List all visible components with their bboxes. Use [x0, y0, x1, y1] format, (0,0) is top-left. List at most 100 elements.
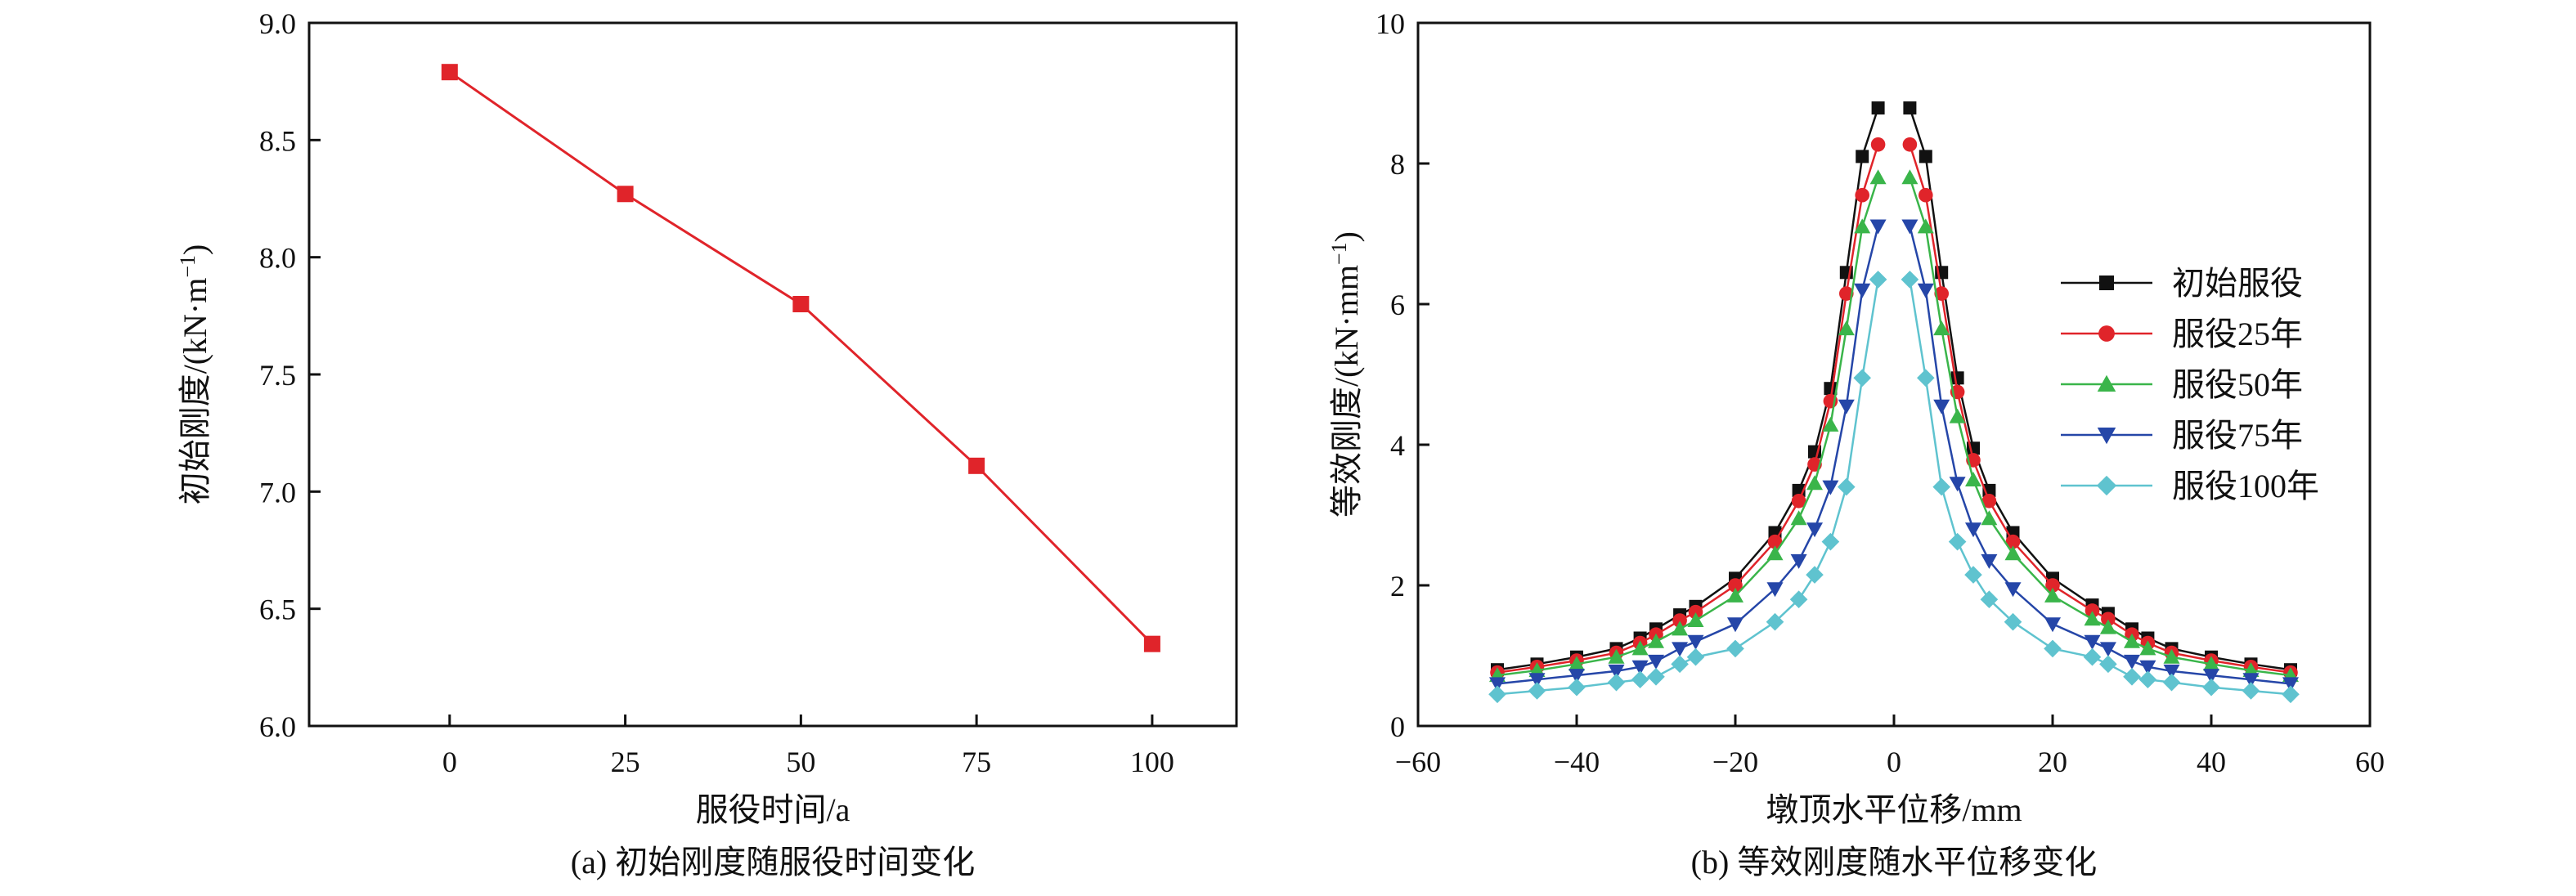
- data-point: [1631, 670, 1649, 689]
- data-point: [1839, 286, 1854, 301]
- data-point: [1789, 590, 1808, 608]
- data-point: [1870, 137, 1886, 152]
- data-point: [2203, 669, 2219, 684]
- plot-frame-a: [307, 21, 1238, 728]
- data-point: [2138, 670, 2157, 689]
- data-point: [1854, 218, 1871, 234]
- y-axis-label-b-main: 等效刚度/(kN·mm: [1328, 265, 1365, 517]
- data-point: [1672, 620, 1689, 636]
- data-point: [2083, 647, 2102, 666]
- data-point: [2099, 655, 2117, 674]
- x-tick-label: −40: [1554, 746, 1600, 778]
- y-tick-label: 9.0: [259, 7, 296, 40]
- series-line-right: [1909, 279, 2291, 696]
- data-point: [1727, 617, 1744, 633]
- data-point: [1687, 634, 1704, 650]
- data-point: [1672, 642, 1689, 657]
- y-tick-label: 6.0: [259, 710, 296, 743]
- data-point: [2044, 587, 2061, 603]
- data-point: [1838, 477, 1856, 496]
- series-line-right: [1909, 144, 2291, 674]
- data-point: [1981, 510, 1998, 526]
- data-point: [1608, 648, 1625, 664]
- series-line-right: [1909, 226, 2291, 685]
- data-point-a: [617, 186, 634, 203]
- data-point: [1949, 477, 1966, 492]
- data-point: [1933, 399, 1950, 414]
- data-point: [2123, 668, 2141, 686]
- data-point: [1981, 553, 1998, 569]
- data-point: [1489, 677, 1506, 692]
- data-point: [2005, 534, 2021, 549]
- data-point: [1528, 682, 1546, 700]
- data-point: [2242, 673, 2260, 688]
- data-point: [2163, 664, 2180, 679]
- x-tick-label: −20: [1712, 746, 1758, 778]
- data-point: [1568, 669, 1585, 684]
- data-point: [1854, 283, 1871, 298]
- data-point: [2282, 677, 2299, 692]
- legend-marker: [2097, 428, 2116, 445]
- y-axis-label-a-sup: −1: [176, 255, 200, 278]
- data-point: [1901, 169, 1919, 185]
- x-tick-label: 0: [1887, 746, 1901, 778]
- legend-label: 服役100年: [2172, 468, 2319, 504]
- chart-panel-a: 0 25 50 75 100 6.0 6.5 7.0 7.5 8.0 8.5 9.0 服役时间/a 初…: [176, 7, 1238, 880]
- legend-label: 服役50年: [2172, 366, 2303, 403]
- series-b: [1488, 101, 2300, 704]
- data-point: [1568, 678, 1586, 697]
- series-a: [441, 64, 1160, 652]
- data-point: [2242, 682, 2260, 700]
- series-line-left: [1497, 226, 1879, 685]
- data-point: [1631, 640, 1649, 656]
- data-point: [1766, 612, 1784, 631]
- data-point: [1965, 522, 1981, 538]
- legend-marker: [2099, 276, 2114, 290]
- data-point: [2085, 603, 2100, 618]
- axis-ticks-a: 0 25 50 75 100 6.0 6.5 7.0 7.5 8.0 8.5 9.0: [259, 7, 1174, 778]
- y-tick-label: 7.5: [259, 359, 296, 392]
- data-point: [1949, 408, 1966, 423]
- data-point: [1790, 510, 1807, 526]
- data-point-a: [792, 296, 810, 312]
- data-point: [2084, 611, 2101, 626]
- x-tick-label: 60: [2355, 746, 2385, 778]
- data-point: [2045, 578, 2060, 593]
- data-point: [1980, 590, 1999, 608]
- data-point: [1932, 477, 1950, 496]
- x-tick-label: 25: [611, 746, 640, 778]
- data-point: [1726, 639, 1744, 658]
- legend-marker: [2096, 475, 2117, 496]
- data-point: [2004, 612, 2022, 631]
- caption-a: (a) 初始刚度随服役时间变化: [571, 844, 975, 880]
- legend-label: 初始服役: [2172, 265, 2303, 302]
- data-point: [1855, 187, 1869, 203]
- data-point: [1806, 522, 1823, 538]
- data-point: [2084, 634, 2101, 650]
- y-tick-label: 2: [1390, 570, 1405, 603]
- data-point: [1981, 494, 1997, 508]
- data-point: [1838, 320, 1855, 336]
- x-tick-label: 50: [786, 746, 815, 778]
- data-point: [1671, 655, 1689, 674]
- data-point: [1648, 633, 1664, 648]
- data-point: [2139, 640, 2156, 656]
- data-point: [1917, 369, 1935, 388]
- data-point: [1950, 371, 1964, 385]
- series-group: [1489, 219, 2299, 692]
- data-point: [1902, 137, 1918, 152]
- x-axis-label-a: 服役时间/a: [696, 791, 850, 828]
- data-point: [1488, 685, 1506, 704]
- data-point: [2282, 685, 2300, 704]
- data-point: [1901, 219, 1919, 235]
- axis-ticks-b: −60 −40 −20 0 20 40 60 0 2 4 6 8 10: [1376, 7, 2385, 778]
- data-point: [1965, 472, 1981, 486]
- data-point: [2099, 642, 2116, 657]
- data-point: [2004, 582, 2022, 598]
- data-point: [1869, 169, 1887, 185]
- data-point: [2162, 673, 2181, 692]
- data-point: [2124, 654, 2140, 670]
- data-point-a: [1143, 635, 1160, 652]
- data-point: [2163, 648, 2180, 664]
- data-point: [1607, 673, 1626, 692]
